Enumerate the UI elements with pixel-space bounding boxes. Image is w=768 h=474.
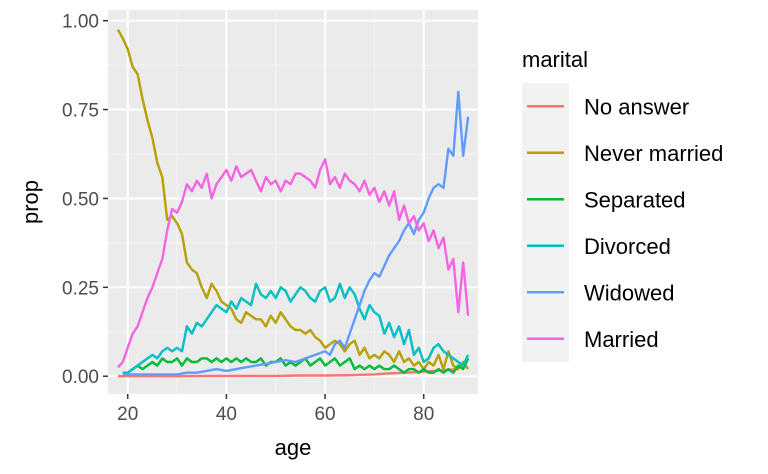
- legend: marital No answer Never married Separated D…: [522, 47, 723, 362]
- series-line-divorced: [122, 282, 470, 374]
- legend-label-no-answer: No answer: [584, 94, 689, 119]
- series-line-widowed: [122, 90, 470, 376]
- legend-label-widowed: Widowed: [584, 280, 674, 305]
- y-tick-label: 0.25: [62, 278, 99, 299]
- legend-key-background: [522, 83, 569, 362]
- legend-label-never-married: Never married: [584, 141, 723, 166]
- y-tick-label: 0.75: [62, 101, 99, 122]
- legend-label-separated: Separated: [584, 187, 686, 212]
- axes: 20 40 60 80 0.00 0.25 0.50 0.75 1.00: [62, 12, 434, 425]
- series-lines: [116, 29, 470, 378]
- x-axis-title: age: [275, 435, 312, 460]
- x-tick-label: 40: [216, 404, 237, 425]
- y-tick-label: 0.00: [62, 367, 99, 388]
- x-tick-label: 60: [314, 404, 335, 425]
- y-tick-label: 0.50: [62, 189, 99, 210]
- x-tick-label: 80: [413, 404, 434, 425]
- series-line-married: [117, 158, 470, 369]
- legend-title: marital: [522, 47, 588, 72]
- plot-panel: [108, 10, 478, 394]
- x-tick-label: 20: [117, 404, 138, 425]
- series-line-never-married: [116, 29, 470, 371]
- y-axis-title: prop: [18, 180, 43, 224]
- series-line-separated: [122, 357, 470, 374]
- legend-label-divorced: Divorced: [584, 234, 671, 259]
- legend-label-married: Married: [584, 327, 659, 352]
- y-tick-label: 1.00: [62, 12, 99, 33]
